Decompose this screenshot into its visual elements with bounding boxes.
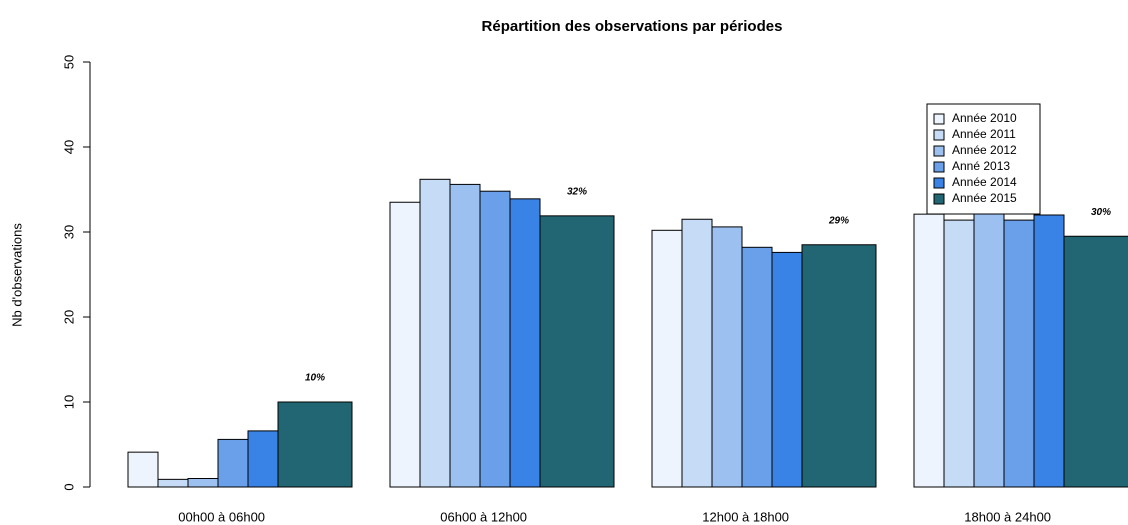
bar-annotation: 32% [567, 186, 587, 197]
bar [1063, 235, 1128, 488]
legend-swatch [933, 113, 945, 125]
bar [943, 219, 975, 488]
y-tick-label: 0 [61, 483, 76, 490]
legend-label: Année 2015 [952, 191, 1017, 205]
bar [127, 451, 159, 488]
bar [247, 430, 279, 488]
legend-swatch [933, 193, 945, 205]
bar-annotation: 10% [305, 373, 325, 384]
bar [801, 244, 877, 488]
bar [1003, 219, 1035, 488]
x-tick-label: 06h00 à 12h00 [440, 509, 527, 524]
bar [389, 201, 421, 488]
legend-box [926, 103, 1041, 215]
bar [973, 212, 1005, 488]
y-tick-label: 20 [61, 310, 76, 324]
bar [651, 229, 683, 488]
y-tick-label: 40 [61, 140, 76, 154]
bar [449, 183, 481, 488]
legend-swatch [933, 145, 945, 157]
bar [187, 478, 219, 488]
legend-swatch [933, 129, 945, 141]
bar [419, 178, 451, 488]
bar [217, 438, 249, 488]
bar [741, 246, 773, 488]
chart-title: Répartition des observations par période… [482, 18, 783, 35]
bar [913, 213, 945, 488]
bar [509, 198, 541, 488]
legend-label: Anné 2013 [952, 159, 1010, 173]
legend-label: Année 2010 [952, 111, 1017, 125]
legend-swatch [933, 177, 945, 189]
bar [681, 218, 713, 488]
bar [1033, 214, 1065, 488]
x-tick-label: 12h00 à 18h00 [702, 509, 789, 524]
bar [539, 215, 615, 488]
y-tick-label: 50 [61, 55, 76, 69]
bar [479, 190, 511, 488]
bar [277, 401, 353, 488]
legend-swatch [933, 161, 945, 173]
bar [771, 251, 803, 488]
x-tick-label: 18h00 à 24h00 [964, 509, 1051, 524]
bar [711, 226, 743, 488]
bar-annotation: 29% [828, 215, 849, 226]
y-axis-label: Nb d'observations [9, 223, 24, 327]
legend-label: Année 2014 [952, 175, 1017, 189]
bar-annotation: 30% [1091, 207, 1111, 218]
legend-label: Année 2012 [952, 143, 1017, 157]
y-tick-label: 10 [61, 395, 76, 409]
y-tick-label: 30 [61, 225, 76, 239]
x-tick-label: 00h00 à 06h00 [178, 509, 265, 524]
legend-label: Année 2011 [952, 127, 1016, 141]
bar [157, 478, 189, 488]
